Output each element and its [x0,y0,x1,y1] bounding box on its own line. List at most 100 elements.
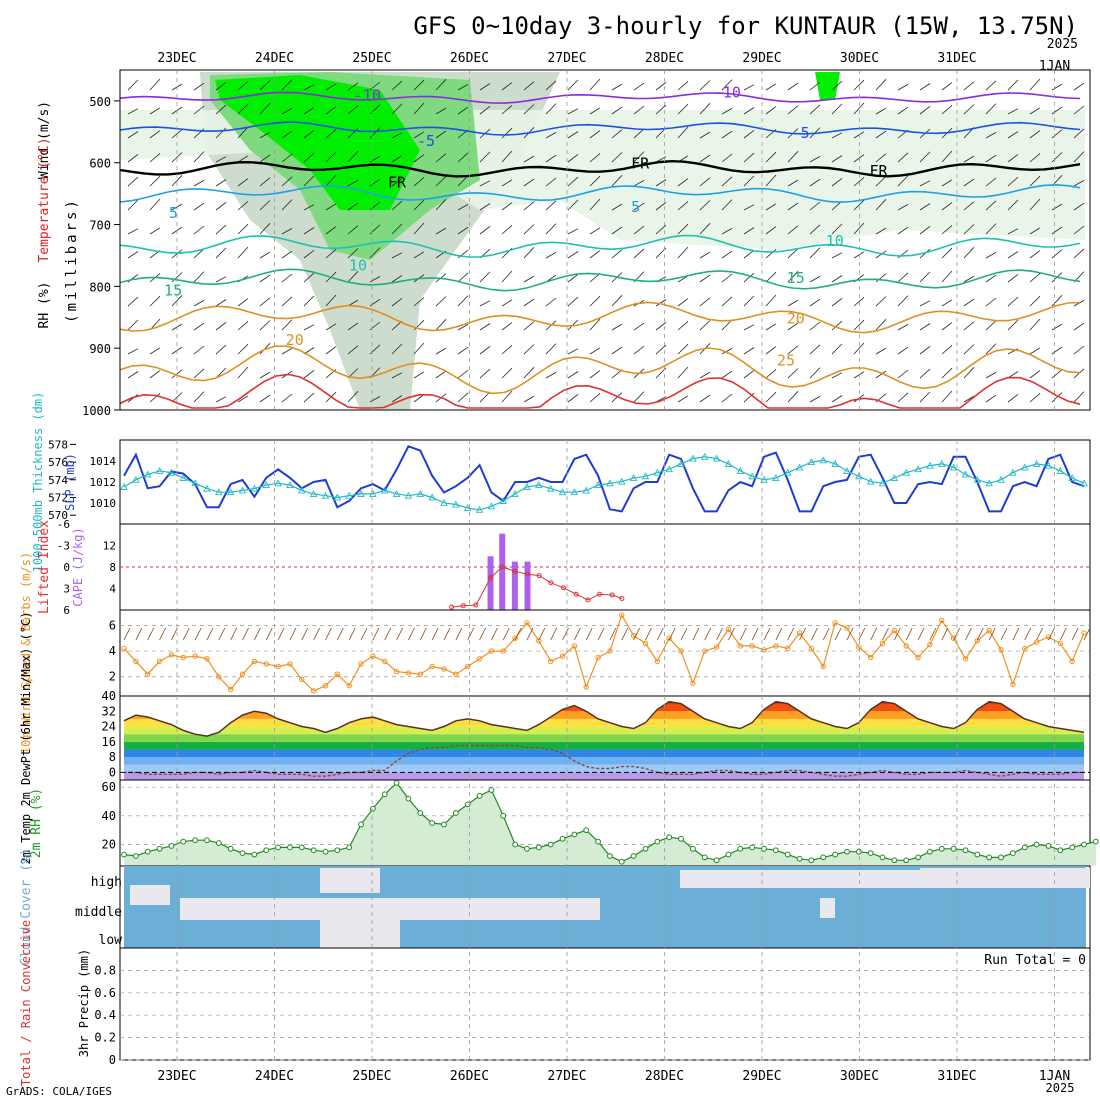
barb [743,84,755,91]
wind-point [690,680,696,686]
barb [237,366,249,379]
barb [765,151,777,163]
barb [325,346,337,355]
wind-barb [870,627,878,641]
barb [897,152,909,163]
barb [127,108,139,115]
wind-barb [656,627,664,641]
wind-barb [822,627,830,641]
barb [919,368,931,379]
isotherm-label: -5 [417,132,435,150]
rh-point [903,857,910,864]
barb [875,176,887,187]
barb [215,127,227,139]
barb [655,179,667,187]
barb [281,108,293,115]
barb [501,367,513,379]
wind-point [1069,658,1075,665]
barb [1007,393,1019,403]
wind-point [429,663,435,670]
rh-point [595,838,601,845]
isotherm-label: 20 [787,309,805,327]
barb [215,81,227,91]
wind-point [856,644,862,650]
barb [963,367,975,379]
barb [963,104,975,115]
ylabel-mb: (millibars) [64,197,80,323]
barb [897,175,909,187]
wind-point [275,663,281,670]
barb [501,127,513,139]
wind-point [1022,645,1028,652]
wind-point [785,645,791,652]
wind-point [488,648,495,654]
wind-point [453,671,459,677]
wind-point [619,612,625,618]
barb [237,201,249,211]
wind-barb [372,627,380,641]
barb [149,153,161,163]
wind-point [405,670,412,676]
thk-tick-label: 574 [48,474,68,487]
barb [765,106,777,115]
wind-barb [811,627,818,641]
barb [567,296,579,307]
barb [699,154,711,163]
rh-point [1092,838,1099,845]
wind-point [547,658,554,665]
temp-tick-label: 32 [102,704,116,718]
wind-point [832,620,838,626]
barb [127,228,139,235]
barb [831,343,843,355]
barb [589,107,601,115]
rh-point [287,844,293,851]
barb [1007,153,1019,163]
barb [391,223,403,235]
wind-barb [965,627,972,641]
li-point [499,564,505,570]
barb [501,299,513,307]
isotherm-label: 20 [286,331,304,349]
cloud-gap [130,885,170,905]
rh-point [488,787,495,793]
barb [523,344,535,355]
barb [743,347,755,355]
date-label-top: 24DEC [255,51,294,66]
wind-point [180,654,186,661]
li-point [449,604,455,610]
rh-point [132,853,139,859]
barb [1073,105,1085,115]
barb [435,176,447,187]
barb [567,251,579,259]
rh-point [583,827,590,834]
barb [809,367,821,379]
cloud-gap [180,898,600,920]
barb [215,224,227,235]
barb [413,199,425,211]
run-total: Run Total = 0 [984,953,1086,968]
barb [611,249,623,259]
isotherm [119,268,1081,292]
barb [919,83,931,91]
thk-point [238,486,247,494]
barb [457,204,469,211]
rh-point [452,810,459,816]
barb [1073,151,1085,163]
barb [413,177,425,187]
barb [171,392,183,403]
barb [457,392,469,403]
barb [743,227,755,235]
isotherm-label: 10 [349,257,367,275]
barb [545,320,557,331]
barb [1073,322,1085,331]
wind-point [299,676,305,683]
wind-point [702,648,708,654]
wind-barb [348,627,356,641]
wind-point [998,647,1004,653]
barb [545,177,557,187]
ylabel-precip-left: Total / Rain Convective [19,920,33,1086]
top-year: 2025 [1047,37,1078,52]
rh-shading [120,72,1085,410]
wind-barb [147,627,155,641]
barb [875,153,887,163]
